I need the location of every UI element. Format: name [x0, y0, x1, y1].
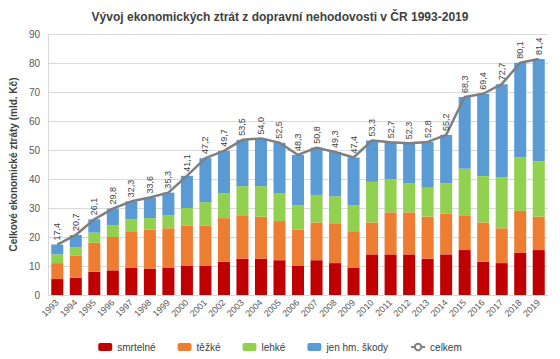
svg-text:55,2: 55,2	[441, 113, 451, 131]
svg-text:2018: 2018	[503, 297, 524, 318]
svg-text:35,3: 35,3	[163, 171, 173, 189]
svg-text:68,3: 68,3	[460, 75, 470, 93]
svg-text:52,3: 52,3	[404, 122, 414, 140]
svg-text:47,2: 47,2	[200, 137, 210, 155]
svg-text:2010: 2010	[354, 297, 375, 318]
svg-text:52,8: 52,8	[423, 120, 433, 138]
svg-text:2003: 2003	[225, 297, 246, 318]
svg-text:0: 0	[34, 290, 40, 301]
svg-text:2000: 2000	[169, 297, 190, 318]
svg-text:54,0: 54,0	[256, 117, 266, 135]
svg-text:48,3: 48,3	[293, 133, 303, 151]
svg-text:Celkové ekonomické ztráty (mld: Celkové ekonomické ztráty (mld. Kč)	[8, 78, 19, 252]
svg-text:50,8: 50,8	[312, 126, 322, 144]
svg-text:53,5: 53,5	[237, 118, 247, 136]
svg-text:90: 90	[29, 29, 41, 40]
svg-text:17,4: 17,4	[52, 223, 62, 241]
svg-text:41,1: 41,1	[182, 154, 192, 172]
svg-text:70: 70	[29, 87, 41, 98]
svg-text:10: 10	[29, 261, 41, 272]
svg-text:53,3: 53,3	[367, 119, 377, 137]
svg-text:72,7: 72,7	[497, 63, 507, 81]
svg-text:1994: 1994	[58, 297, 79, 318]
svg-text:2019: 2019	[521, 297, 542, 318]
svg-text:20,7: 20,7	[71, 213, 81, 231]
svg-text:2009: 2009	[336, 297, 357, 318]
svg-text:2002: 2002	[206, 297, 227, 318]
svg-text:těžké: těžké	[197, 342, 221, 353]
svg-text:81,4: 81,4	[534, 37, 544, 55]
svg-text:2006: 2006	[280, 297, 301, 318]
svg-text:2013: 2013	[410, 297, 431, 318]
svg-text:49,3: 49,3	[330, 130, 340, 148]
svg-text:20: 20	[29, 232, 41, 243]
svg-text:2017: 2017	[484, 297, 505, 318]
svg-text:80,1: 80,1	[515, 41, 525, 59]
svg-text:jen hm. škody: jen hm. škody	[325, 342, 388, 353]
svg-text:2012: 2012	[391, 297, 412, 318]
svg-text:50: 50	[29, 145, 41, 156]
svg-text:2016: 2016	[466, 297, 487, 318]
svg-text:2007: 2007	[299, 297, 320, 318]
svg-text:30: 30	[29, 203, 41, 214]
svg-text:celkem: celkem	[430, 342, 462, 353]
svg-text:2005: 2005	[262, 297, 283, 318]
svg-text:29,8: 29,8	[108, 187, 118, 205]
svg-text:2001: 2001	[188, 297, 209, 318]
svg-text:49,7: 49,7	[219, 129, 229, 147]
svg-text:1996: 1996	[95, 297, 116, 318]
svg-text:33,6: 33,6	[145, 176, 155, 194]
svg-text:40: 40	[29, 174, 41, 185]
svg-text:Vývoj ekonomických ztrát z dop: Vývoj ekonomických ztrát z dopravní neho…	[92, 9, 469, 24]
svg-text:60: 60	[29, 116, 41, 127]
svg-text:1998: 1998	[132, 297, 153, 318]
svg-text:69,4: 69,4	[478, 72, 488, 90]
svg-text:1993: 1993	[40, 297, 61, 318]
svg-text:1995: 1995	[77, 297, 98, 318]
svg-text:2011: 2011	[373, 297, 394, 318]
svg-text:2008: 2008	[317, 297, 338, 318]
svg-text:2015: 2015	[447, 297, 468, 318]
svg-text:26,1: 26,1	[89, 198, 99, 216]
svg-text:1997: 1997	[114, 297, 135, 318]
svg-text:smrtelné: smrtelné	[117, 342, 156, 353]
svg-text:80: 80	[29, 58, 41, 69]
svg-text:2014: 2014	[428, 297, 449, 318]
svg-text:52,7: 52,7	[386, 121, 396, 139]
svg-text:52,5: 52,5	[274, 121, 284, 139]
svg-text:32,3: 32,3	[126, 180, 136, 198]
svg-text:lehké: lehké	[261, 342, 285, 353]
svg-text:1999: 1999	[151, 297, 172, 318]
svg-text:2004: 2004	[243, 297, 264, 318]
svg-text:47,4: 47,4	[349, 136, 359, 154]
